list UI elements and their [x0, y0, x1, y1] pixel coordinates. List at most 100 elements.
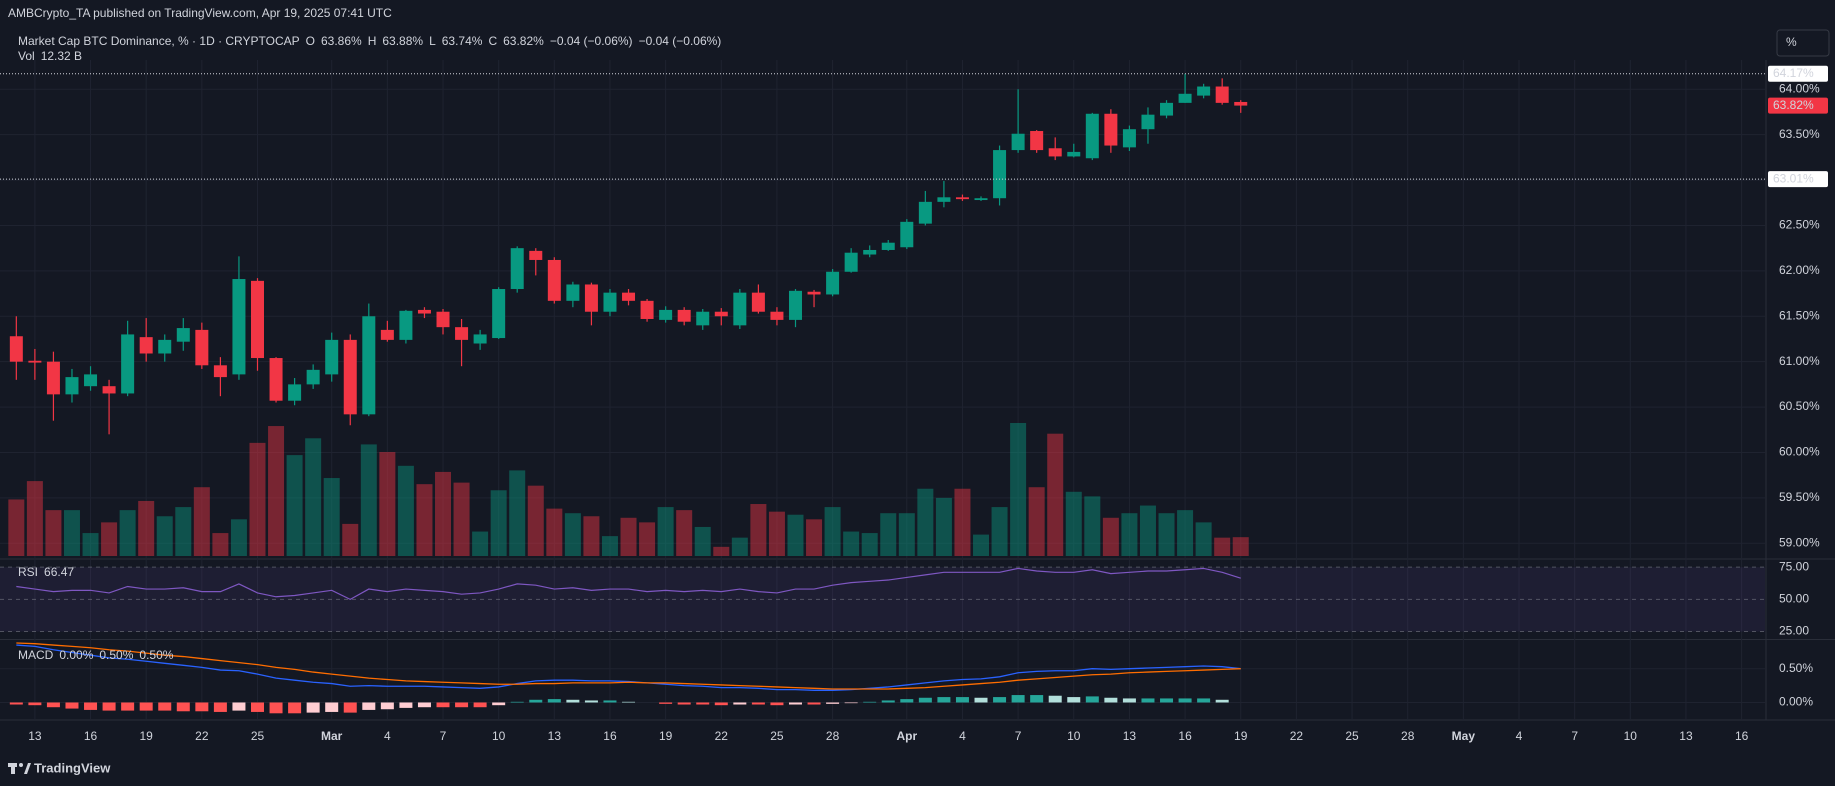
volume-bar	[63, 510, 80, 556]
volume-bar	[991, 507, 1008, 556]
macd-histogram-bar	[436, 702, 450, 708]
volume-bar	[8, 499, 25, 556]
volume-bar	[305, 438, 322, 556]
macd-histogram-bar	[714, 702, 728, 706]
macd-histogram-bar	[807, 702, 821, 705]
candle-body	[455, 327, 469, 340]
candle-body	[1030, 131, 1044, 151]
macd-histogram-bar	[269, 702, 283, 714]
x-tick-label: 4	[1516, 729, 1523, 743]
macd-histogram-bar	[826, 702, 840, 704]
candle-body	[844, 252, 858, 272]
x-tick-label: 10	[1067, 729, 1081, 743]
macd-histogram-bar	[677, 702, 691, 705]
volume-bar	[45, 510, 62, 556]
candle-body	[343, 339, 357, 415]
macd-histogram-bar	[176, 702, 190, 712]
volume-bar	[1047, 433, 1064, 556]
macd-histogram-bar	[1141, 698, 1155, 703]
macd-histogram-bar	[622, 701, 636, 703]
x-tick-label: 10	[1624, 729, 1638, 743]
macd-histogram-bar	[158, 702, 172, 711]
candle-body	[288, 384, 302, 401]
x-tick-label: 25	[251, 729, 265, 743]
macd-histogram-bar	[1067, 697, 1081, 703]
macd-histogram-bar	[492, 702, 506, 706]
macd-histogram-bar	[788, 702, 802, 705]
volume-bar	[806, 519, 823, 556]
volume-bar	[323, 478, 340, 556]
x-tick-label: 7	[1571, 729, 1578, 743]
macd-histogram-bar	[770, 702, 784, 706]
volume-bar	[898, 513, 915, 556]
macd-histogram-bar	[46, 702, 60, 708]
volume-bar	[490, 490, 507, 556]
candle-body	[510, 248, 524, 290]
macd-histogram-bar	[325, 702, 339, 712]
macd-histogram-bar	[751, 702, 765, 705]
candle-body	[380, 329, 394, 340]
candle-body	[751, 292, 765, 312]
candle-body	[863, 249, 877, 255]
candle-body	[529, 250, 543, 260]
candle-body	[974, 198, 988, 201]
level-label: 63.01%	[1773, 171, 1814, 185]
y-tick-label: 61.50%	[1779, 308, 1820, 322]
macd-histogram-bar	[473, 702, 487, 708]
x-tick-label: 16	[1735, 729, 1749, 743]
macd-histogram-bar	[1011, 695, 1025, 703]
macd-histogram-bar	[9, 702, 23, 705]
macd-histogram-bar	[84, 702, 98, 710]
y-tick-label: 0.50%	[1779, 661, 1813, 675]
volume-bar	[379, 452, 396, 556]
volume-bar	[1158, 513, 1175, 556]
candle-body	[9, 336, 23, 362]
candle-body	[84, 374, 98, 387]
candle-body	[547, 259, 561, 301]
macd-histogram-bar	[1160, 698, 1174, 703]
signal-line	[16, 642, 1241, 690]
x-tick-label: 28	[826, 729, 840, 743]
candle-body	[1122, 129, 1136, 148]
x-tick-label: May	[1452, 729, 1476, 743]
x-tick-label: 25	[770, 729, 784, 743]
signal-value: 0.50%	[139, 648, 173, 662]
last-price-box	[1768, 97, 1828, 114]
candle-body	[584, 284, 598, 312]
volume-bar	[1121, 513, 1138, 556]
macd-histogram-bar	[584, 700, 598, 703]
volume-bar	[1195, 522, 1212, 556]
volume-bar	[342, 523, 359, 556]
x-tick-label: 19	[659, 729, 673, 743]
volume-bar	[509, 470, 526, 556]
volume-bar	[1177, 510, 1194, 556]
volume-bar	[156, 516, 173, 556]
candle-body	[213, 365, 227, 378]
candle-body	[121, 334, 135, 394]
scale-button[interactable]	[1776, 29, 1830, 57]
last-price-label: 63.82%	[1773, 98, 1814, 112]
candle-body	[158, 339, 172, 354]
volume-bar	[268, 426, 285, 556]
volume-bar	[360, 444, 377, 556]
volume-bar	[601, 536, 618, 556]
y-tick-label: 59.00%	[1779, 535, 1820, 549]
ohlc-value: 63.88%	[382, 34, 423, 48]
volume-bar	[472, 531, 489, 556]
volume-bar	[1139, 505, 1156, 556]
volume-bar	[917, 488, 934, 556]
volume-bar	[453, 482, 470, 556]
macd-name: MACD	[18, 648, 54, 662]
x-tick-label: 22	[195, 729, 209, 743]
macd-histogram-bar	[343, 702, 357, 713]
macd-histogram-bar	[1030, 695, 1044, 703]
scale-button-label[interactable]: %	[1786, 35, 1797, 49]
volume-bar	[768, 511, 785, 556]
candle-body	[1215, 86, 1229, 103]
x-tick-label: 7	[440, 729, 447, 743]
volume-bar	[546, 508, 563, 556]
x-tick-label: 25	[1345, 729, 1359, 743]
candle-body	[937, 197, 951, 202]
x-tick-label: 16	[603, 729, 617, 743]
